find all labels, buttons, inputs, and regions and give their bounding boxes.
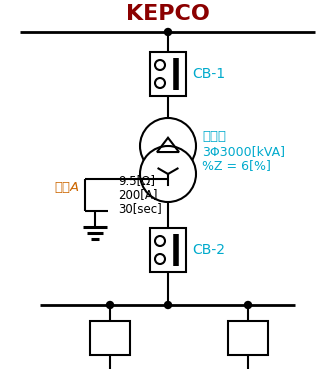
Circle shape xyxy=(140,118,196,174)
Bar xyxy=(150,228,186,272)
Circle shape xyxy=(140,146,196,202)
Circle shape xyxy=(155,254,165,264)
Text: 9.5[Ω]: 9.5[Ω] xyxy=(118,174,155,187)
Bar xyxy=(228,321,268,355)
Text: 기기A: 기기A xyxy=(54,181,79,194)
Circle shape xyxy=(107,301,114,308)
Bar xyxy=(90,321,130,355)
Text: 3Φ3000[kVA]: 3Φ3000[kVA] xyxy=(202,146,285,159)
Text: CB-1: CB-1 xyxy=(192,67,225,81)
Circle shape xyxy=(155,236,165,246)
Circle shape xyxy=(245,301,252,308)
Text: 200[A]: 200[A] xyxy=(118,189,157,201)
Text: 변압기: 변압기 xyxy=(202,129,226,142)
Circle shape xyxy=(155,78,165,88)
Text: 30[sec]: 30[sec] xyxy=(118,203,162,216)
Text: CB-2: CB-2 xyxy=(192,243,225,257)
Text: KEPCO: KEPCO xyxy=(126,4,209,24)
Circle shape xyxy=(164,301,172,308)
Circle shape xyxy=(164,28,172,35)
Circle shape xyxy=(155,60,165,70)
Bar xyxy=(150,52,186,96)
Text: %Z = 6[%]: %Z = 6[%] xyxy=(202,159,271,172)
